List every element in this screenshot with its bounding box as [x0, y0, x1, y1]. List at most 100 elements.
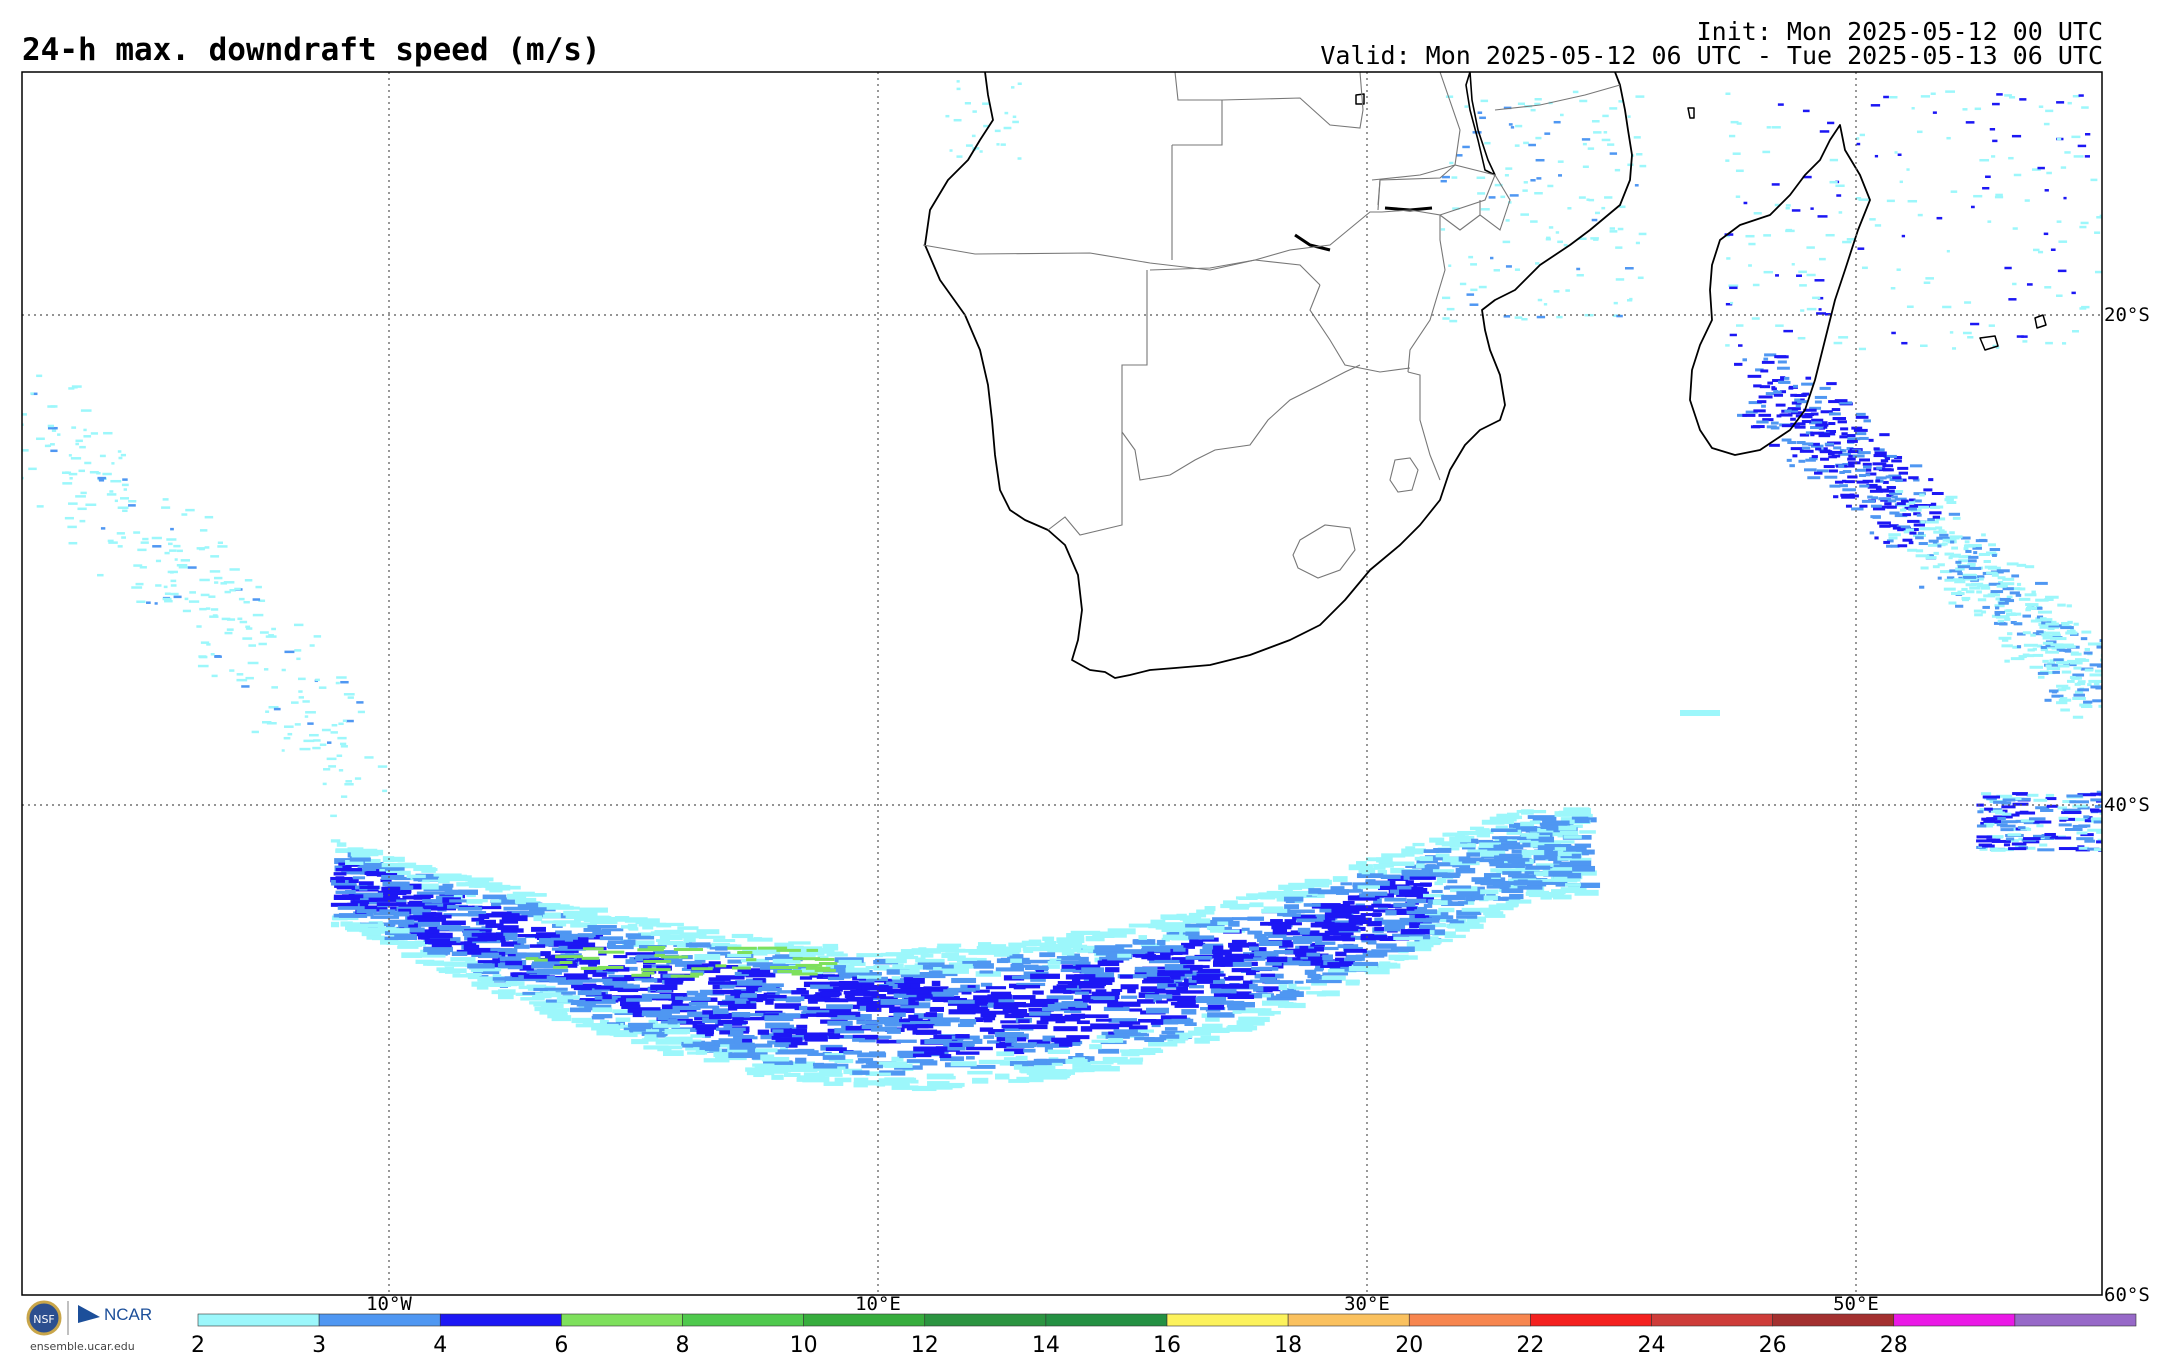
downdraft-cell	[2008, 587, 2021, 591]
downdraft-cell	[2045, 341, 2053, 345]
downdraft-cell	[1815, 423, 1824, 427]
downdraft-cell	[2016, 645, 2022, 649]
downdraft-cell	[2006, 595, 2013, 599]
downdraft-cell	[2040, 808, 2054, 812]
downdraft-cell	[490, 948, 518, 954]
downdraft-cell	[739, 993, 757, 998]
downdraft-cell	[1985, 551, 1997, 555]
map-frame	[21, 71, 2103, 1296]
downdraft-cell	[1414, 941, 1425, 947]
downdraft-cell	[747, 937, 773, 942]
downdraft-cell	[635, 918, 660, 925]
downdraft-cell	[1064, 1002, 1088, 1008]
downdraft-cell	[1759, 385, 1765, 389]
downdraft-cell	[116, 532, 125, 535]
downdraft-cell	[1923, 488, 1933, 492]
downdraft-cell	[612, 1009, 628, 1014]
downdraft-cell	[886, 1028, 901, 1034]
downdraft-cell	[955, 957, 978, 961]
downdraft-cell	[1521, 317, 1528, 321]
downdraft-cell	[727, 1030, 744, 1037]
downdraft-cell	[571, 1017, 592, 1024]
downdraft-cell	[954, 948, 982, 953]
downdraft-cell	[625, 959, 637, 964]
downdraft-cell	[1824, 442, 1835, 446]
downdraft-cell	[2093, 820, 2102, 824]
downdraft-cell	[1884, 502, 1892, 506]
downdraft-cell	[361, 932, 382, 937]
downdraft-cell	[1306, 991, 1327, 995]
downdraft-cell	[1949, 331, 1954, 334]
downdraft-cell	[1224, 991, 1252, 998]
downdraft-cell	[535, 932, 556, 936]
downdraft-cell	[617, 988, 639, 993]
downdraft-cell	[702, 1017, 721, 1023]
downdraft-cell	[1905, 528, 1915, 532]
downdraft-cell	[2073, 155, 2084, 158]
downdraft-cell	[625, 987, 652, 991]
colorbar-tick-label: 2	[191, 1333, 205, 1354]
downdraft-cell	[1636, 153, 1643, 156]
downdraft-cell	[1468, 255, 1474, 259]
downdraft-cell	[140, 541, 149, 544]
downdraft-cell	[1344, 948, 1367, 953]
downdraft-cell	[2045, 797, 2057, 801]
downdraft-cell	[2009, 96, 2016, 99]
colorbar-bin	[924, 1313, 1047, 1327]
downdraft-cell	[182, 609, 191, 613]
downdraft-cell	[947, 1000, 975, 1004]
downdraft-cell	[1577, 237, 1587, 241]
downdraft-cell	[2012, 282, 2017, 286]
downdraft-cell	[441, 875, 472, 881]
downdraft-cell	[1050, 989, 1068, 994]
downdraft-cell	[1872, 507, 1886, 511]
downdraft-cell	[1822, 432, 1836, 436]
downdraft-cell	[1890, 286, 1896, 290]
border-mozambique-zimbabwe-east	[1439, 214, 1481, 231]
downdraft-cell	[471, 932, 498, 937]
downdraft-cell	[1907, 548, 1918, 552]
downdraft-cell	[1875, 479, 1881, 483]
downdraft-cell	[1796, 274, 1802, 277]
downdraft-cell	[1724, 233, 1734, 236]
downdraft-cell	[790, 1041, 808, 1046]
downdraft-cell	[462, 930, 480, 937]
downdraft-cell	[579, 907, 608, 913]
downdraft-cell	[1479, 116, 1486, 120]
downdraft-cell	[512, 972, 541, 977]
downdraft-cell	[2077, 688, 2089, 692]
downdraft-cell	[1015, 984, 1041, 989]
downdraft-cell	[1085, 999, 1094, 1003]
downdraft-cell	[51, 429, 57, 432]
downdraft-cell	[1441, 901, 1465, 907]
downdraft-cell	[1896, 513, 1907, 517]
downdraft-cell	[775, 1049, 800, 1055]
downdraft-cell	[1444, 934, 1466, 939]
downdraft-cell	[2096, 790, 2102, 794]
downdraft-cell	[1507, 812, 1520, 819]
downdraft-cell	[2061, 621, 2070, 625]
downdraft-cell	[1188, 1030, 1211, 1036]
downdraft-cell	[990, 947, 1011, 953]
downdraft-cell	[1923, 281, 1931, 284]
downdraft-cell	[1499, 844, 1524, 850]
downdraft-cell	[674, 960, 702, 967]
downdraft-cell	[1582, 142, 1587, 146]
downdraft-cell	[2045, 109, 2054, 113]
downdraft-cell	[1028, 959, 1055, 964]
downdraft-cell	[1990, 592, 1998, 596]
downdraft-cell	[1092, 932, 1115, 938]
downdraft-cell	[1384, 923, 1406, 930]
downdraft-cell	[1372, 912, 1381, 917]
downdraft-cell	[313, 635, 322, 638]
downdraft-cell	[2031, 590, 2036, 594]
downdraft-cell	[808, 1000, 818, 1004]
downdraft-cell	[1140, 986, 1166, 993]
downdraft-cell	[552, 1008, 570, 1012]
downdraft-cell	[111, 462, 115, 465]
downdraft-cell	[1432, 938, 1453, 943]
downdraft-cell	[1730, 120, 1739, 124]
downdraft-cell	[827, 1020, 853, 1026]
downdraft-cell	[1459, 282, 1467, 286]
downdraft-cell	[1391, 946, 1415, 952]
